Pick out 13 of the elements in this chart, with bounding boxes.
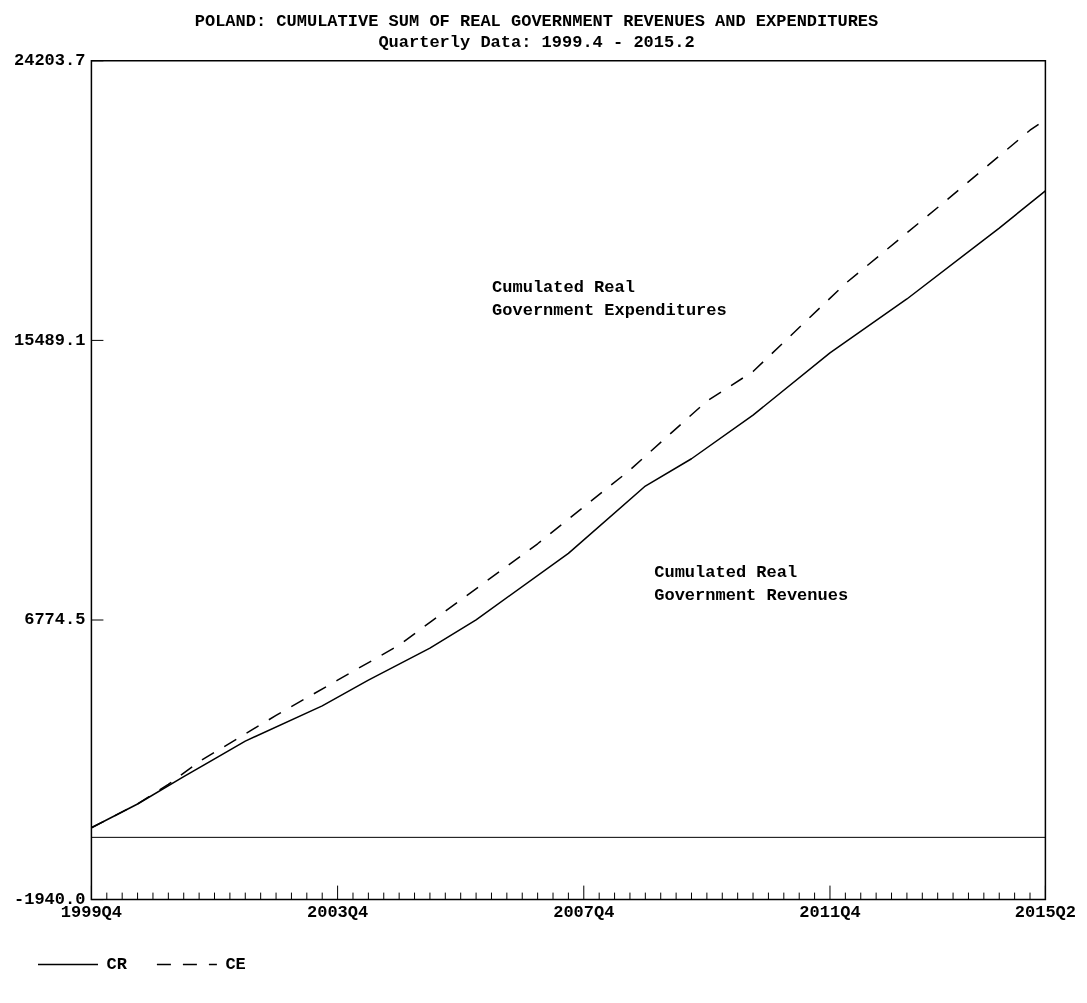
x-tick-label: 2007Q4 xyxy=(553,903,615,923)
x-tick-label: 2015Q2 xyxy=(1014,903,1076,923)
x-tick-label: 2003Q4 xyxy=(306,903,369,923)
y-tick-label: 15489.1 xyxy=(13,330,86,350)
y-tick-label: 24203.7 xyxy=(13,51,86,71)
annotation: Cumulated Real Government Expenditures xyxy=(492,277,727,320)
annotation: Cumulated Real Government Revenues xyxy=(654,562,849,605)
chart-subtitle: Quarterly Data: 1999.4 - 2015.2 xyxy=(378,32,695,52)
legend-label: CE xyxy=(225,954,246,974)
legend-label: CR xyxy=(106,954,128,974)
chart-title: POLAND: CUMULATIVE SUM OF REAL GOVERNMENT REVENUES AND EXPENDITURES xyxy=(194,12,879,32)
y-tick-label: 6774.5 xyxy=(24,610,86,630)
x-tick-label: 2011Q4 xyxy=(799,903,861,923)
